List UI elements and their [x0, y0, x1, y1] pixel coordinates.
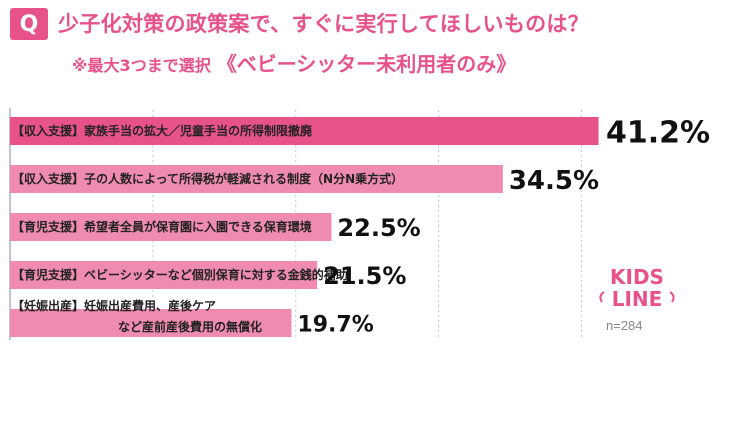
- bar: [10, 117, 599, 145]
- bar-label: 【育児支援】希望者全員が保育園に入園できる保育環境: [12, 219, 312, 234]
- value-label: 22.5%: [337, 214, 420, 242]
- logo-line1: KIDS: [610, 265, 664, 289]
- sample-size-label: n=284: [606, 318, 643, 333]
- kidsline-logo: KIDS LINE: [599, 265, 675, 311]
- bar: [10, 309, 292, 337]
- bar-label: など産前産後費用の無償化: [118, 319, 262, 334]
- value-label: 34.5%: [509, 166, 599, 196]
- value-label: 41.2%: [606, 115, 710, 150]
- bar: [10, 261, 318, 289]
- bar: [10, 213, 332, 241]
- subtitle-note: ※最大3つまで選択: [72, 56, 211, 75]
- bar-label: 【収入支援】家族手当の拡大／児童手当の所得制限撤廃: [12, 123, 313, 138]
- bar: [10, 165, 503, 193]
- logo-line2: LINE: [612, 287, 663, 311]
- bar-label: 【育児支援】ベビーシッターなど個別保育に対する金銭的補助: [12, 267, 348, 282]
- subtitle: ※最大3つまで選択 《ベビーシッター未利用者のみ》: [72, 48, 516, 77]
- bar-label: 【収入支援】子の人数によって所得税が軽減される制度（N分N乗方式）: [12, 171, 403, 186]
- subtitle-emphasis: 《ベビーシッター未利用者のみ》: [216, 52, 517, 76]
- page-title: 少子化対策の政策案で、すぐに実行してほしいものは？: [58, 12, 590, 36]
- question-badge: Q: [10, 8, 48, 40]
- bar-label: 【妊娠出産】妊娠出産費用、産後ケア: [12, 298, 216, 313]
- value-label: 19.7%: [297, 312, 373, 337]
- value-label: 21.5%: [323, 262, 406, 290]
